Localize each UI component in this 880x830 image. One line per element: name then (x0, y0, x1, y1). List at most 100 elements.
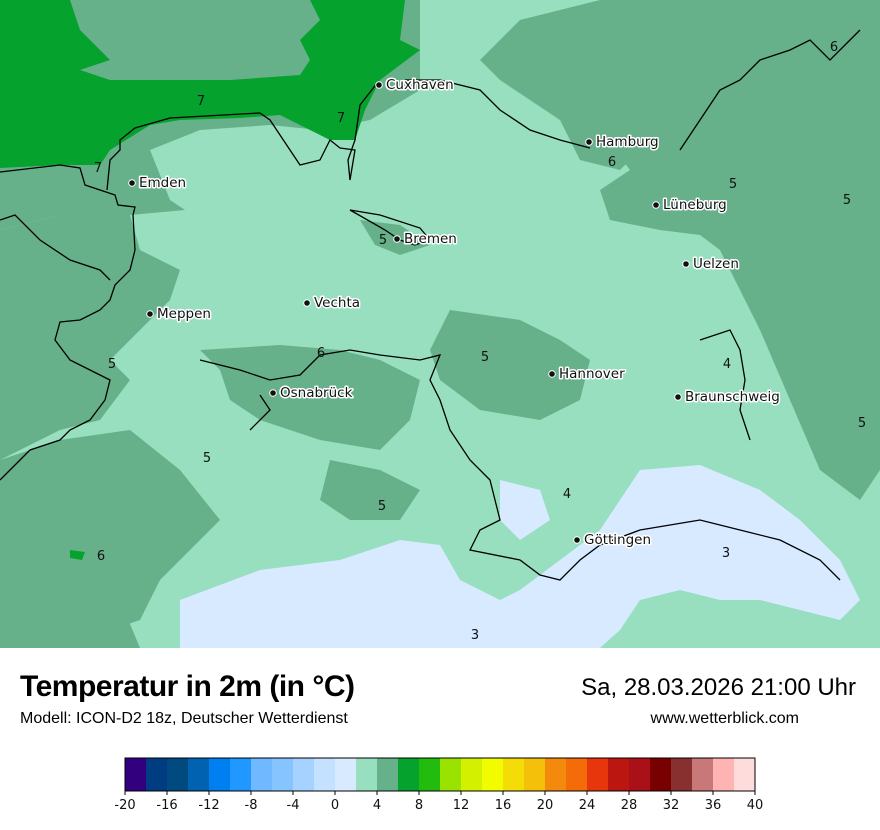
map-labels: 7 7 7 6 6 6 6 5 5 5 5 5 5 5 5 4 4 3 3 Cuxhaven Hamburg Emden… (94, 40, 866, 643)
contour-label: 6 (608, 155, 616, 170)
legend-swatch (398, 758, 420, 791)
city-dot (573, 536, 581, 544)
city-label: Osnabrück (280, 385, 353, 401)
legend-tick-label: -16 (156, 798, 177, 813)
city-dot (674, 393, 682, 401)
city-label: Uelzen (693, 256, 739, 272)
contour-label: 5 (729, 177, 737, 192)
city-marker: Braunschweig (674, 388, 781, 407)
legend-swatch (671, 758, 693, 791)
contour-label: 3 (471, 628, 479, 643)
legend-swatch (146, 758, 168, 791)
legend-swatch (335, 758, 357, 791)
contour-label: 5 (379, 233, 387, 248)
contour-label: 5 (481, 350, 489, 365)
legend-tick-label: -12 (198, 798, 219, 813)
band-6-8-regions (0, 0, 420, 560)
legend-tick-label: -20 (114, 798, 135, 813)
city-dot (375, 81, 383, 89)
city-marker: Emden (128, 174, 188, 193)
contour-label: 7 (94, 161, 102, 176)
legend-tick-label: 24 (579, 798, 596, 813)
legend-swatch (650, 758, 672, 791)
city-marker: Meppen (146, 305, 212, 324)
city-label: Lüneburg (663, 197, 727, 213)
contour-label: 5 (203, 451, 211, 466)
legend-tick-label: 4 (373, 798, 381, 813)
legend-swatch (251, 758, 273, 791)
legend-swatch (461, 758, 483, 791)
legend-tick-label: 0 (331, 798, 339, 813)
city-label: Emden (139, 175, 186, 191)
contour-label: 6 (97, 549, 105, 564)
temperature-map (0, 0, 880, 648)
legend-swatch (608, 758, 630, 791)
city-label: Vechta (314, 295, 360, 311)
legend-frame (124, 757, 756, 792)
legend-swatch (503, 758, 525, 791)
city-label: Hannover (559, 366, 625, 382)
legend-swatch (314, 758, 336, 791)
legend-swatch (587, 758, 609, 791)
contour-label: 4 (723, 357, 731, 372)
website-link[interactable]: www.wetterblick.com (650, 710, 799, 727)
contour-label: 4 (563, 487, 571, 502)
legend-swatch (230, 758, 252, 791)
city-marker: Hannover (548, 365, 627, 384)
legend-tick-label: -8 (245, 798, 258, 813)
map-title: Temperatur in 2m (in °C) (20, 670, 355, 703)
legend-tick-label: 20 (537, 798, 554, 813)
legend-swatch (524, 758, 546, 791)
contour-label: 7 (337, 111, 345, 126)
contour-label: 5 (108, 357, 116, 372)
model-source: Modell: ICON-D2 18z, Deutscher Wetterdie… (20, 710, 348, 727)
legend-swatch (125, 758, 147, 791)
legend-swatch (272, 758, 294, 791)
city-marker: Vechta (303, 294, 362, 313)
legend-tick-label: 8 (415, 798, 423, 813)
city-marker: Hamburg (585, 133, 660, 152)
legend-swatch (629, 758, 651, 791)
city-marker: Uelzen (682, 255, 740, 274)
legend-swatch (440, 758, 462, 791)
legend-swatch (566, 758, 588, 791)
legend-swatch (419, 758, 441, 791)
contour-label: 6 (317, 346, 325, 361)
legend-tick-label: 32 (663, 798, 680, 813)
legend-swatch (377, 758, 399, 791)
legend-tick-label: 40 (747, 798, 764, 813)
city-dot (146, 310, 154, 318)
legend-swatch (167, 758, 189, 791)
city-label: Bremen (404, 231, 457, 247)
city-marker: Göttingen (573, 531, 653, 550)
band-0-2-regions (180, 465, 860, 648)
city-marker: Bremen (393, 230, 458, 249)
contour-label: 7 (197, 94, 205, 109)
city-label: Hamburg (596, 134, 659, 150)
city-dot (652, 201, 660, 209)
city-dot (303, 299, 311, 307)
forecast-datetime: Sa, 28.03.2026 21:00 Uhr (581, 674, 856, 701)
city-marker: Osnabrück (269, 384, 354, 403)
city-dot (548, 370, 556, 378)
legend-tick-label: 28 (621, 798, 638, 813)
city-label: Meppen (157, 306, 211, 322)
city-dot (682, 260, 690, 268)
city-dot (585, 138, 593, 146)
color-legend: -20 -16 -12 -8 -4 0 4 8 12 16 20 24 28 32 36 40 (114, 757, 764, 813)
city-dot (128, 179, 136, 187)
legend-swatch (545, 758, 567, 791)
legend-tick-label: 12 (453, 798, 470, 813)
city-label: Cuxhaven (386, 77, 454, 93)
contour-label: 6 (830, 40, 838, 55)
city-label: Göttingen (584, 532, 651, 548)
legend-swatch (209, 758, 231, 791)
legend-tick-label: 16 (495, 798, 512, 813)
city-label: Braunschweig (685, 389, 780, 405)
legend-swatch (713, 758, 735, 791)
legend-tick-label: 36 (705, 798, 722, 813)
legend-swatch (482, 758, 504, 791)
city-marker: Cuxhaven (375, 76, 455, 95)
legend-swatch (734, 758, 756, 791)
city-marker: Lüneburg (652, 196, 728, 215)
